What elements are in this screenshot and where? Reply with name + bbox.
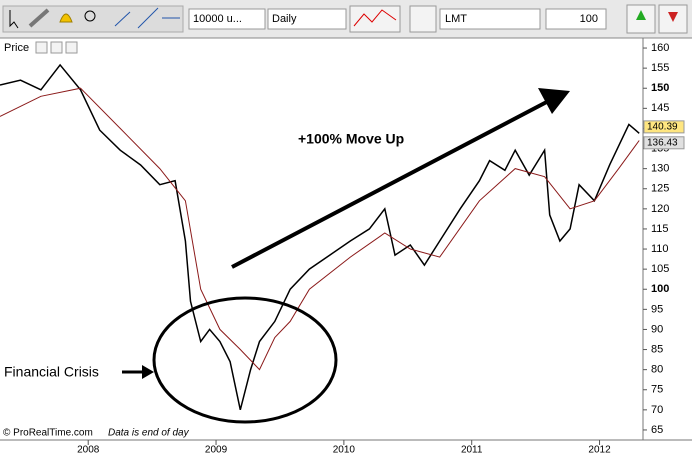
panel-settings[interactable]: [35, 41, 48, 54]
order-size-input[interactable]: [545, 8, 607, 30]
y-tick-label: 160: [651, 42, 669, 54]
ruler-icon[interactable]: [28, 8, 50, 28]
y-tick-label: 150: [651, 82, 669, 94]
annotation: +100% Move Up: [298, 131, 404, 147]
ray-tool[interactable]: [137, 7, 159, 29]
zoom-icon[interactable]: [84, 10, 96, 22]
y-tick-label: 65: [651, 424, 663, 436]
sell-button[interactable]: [658, 4, 688, 34]
copyright: © ProRealTime.com: [3, 428, 93, 439]
order-size: 100: [580, 13, 598, 25]
y-tick-label: 70: [651, 404, 663, 416]
quantity: 10000 u...: [193, 13, 242, 25]
tool-icons: [2, 5, 184, 33]
y-tick-label: 85: [651, 343, 663, 355]
alert-icon[interactable]: [59, 13, 73, 23]
crisis-arrowhead: [142, 365, 154, 379]
price-tag-label: 136.43: [647, 137, 678, 148]
y-tick-label: 80: [651, 364, 663, 376]
x-tick-label: 2011: [461, 445, 483, 456]
panel-label: Price: [4, 42, 29, 54]
indicator-icon: [353, 9, 397, 27]
data-note: Data is end of day: [108, 428, 190, 439]
quantity-select[interactable]: [188, 8, 266, 30]
buy-icon: [636, 10, 646, 20]
order-type-select[interactable]: [439, 8, 541, 30]
tool-group: [2, 5, 184, 33]
y-tick-label: 90: [651, 323, 663, 335]
y-tick-label: 145: [651, 102, 669, 114]
x-tick-label: 2010: [333, 445, 356, 456]
price-tag-label: 140.39: [647, 122, 678, 133]
y-tick-label: 105: [651, 263, 669, 275]
panel-up[interactable]: [50, 41, 63, 54]
price-tag: [643, 136, 685, 150]
period-select[interactable]: [267, 8, 347, 30]
x-tick-label: 2012: [588, 445, 611, 456]
y-tick-label: 155: [651, 62, 669, 74]
y-tick-label: 100: [651, 283, 669, 295]
crisis-ellipse: [152, 296, 338, 424]
x-tick-label: 2009: [205, 445, 228, 456]
y-tick-label: 75: [651, 384, 663, 396]
y-tick-label: 110: [651, 243, 669, 255]
price-line: [0, 87, 640, 371]
trend-arrow: [231, 93, 561, 269]
line-tool[interactable]: [114, 11, 131, 27]
y-tick-label: 120: [651, 203, 669, 215]
panel-down[interactable]: [65, 41, 78, 54]
price-tag: [643, 120, 685, 134]
order-type: LMT: [445, 13, 467, 25]
plot: [0, 63, 640, 410]
price-line: [0, 63, 640, 410]
order-settings-button[interactable]: [409, 5, 437, 33]
period: Daily: [272, 13, 297, 25]
pointer-icon[interactable]: [9, 10, 19, 29]
x-tick-label: 2008: [77, 445, 100, 456]
trend-arrowhead: [538, 88, 570, 114]
y-tick-label: 130: [651, 163, 669, 175]
y-tick-label: 95: [651, 303, 663, 315]
annotation: Financial Crisis: [4, 364, 99, 380]
sell-icon: [668, 12, 678, 22]
y-tick-label: 125: [651, 183, 669, 195]
y-tick-label: 115: [651, 223, 669, 235]
